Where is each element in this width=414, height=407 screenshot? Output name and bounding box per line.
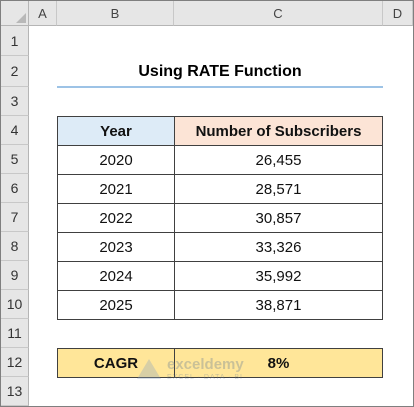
- row-header-7[interactable]: 7: [1, 203, 29, 232]
- row-header-6[interactable]: 6: [1, 174, 29, 203]
- subscribers-cell[interactable]: 38,871: [174, 290, 383, 320]
- year-cell[interactable]: 2025: [57, 290, 175, 320]
- column-header-b[interactable]: B: [57, 1, 174, 26]
- year-cell[interactable]: 2023: [57, 232, 175, 262]
- cagr-value-cell[interactable]: 8%: [174, 348, 383, 378]
- row-header-2[interactable]: 2: [1, 56, 29, 87]
- row-header-1[interactable]: 1: [1, 26, 29, 56]
- year-header-cell[interactable]: Year: [57, 116, 175, 146]
- column-header-c[interactable]: C: [174, 1, 383, 26]
- row-header-13[interactable]: 13: [1, 377, 29, 406]
- row-header-5[interactable]: 5: [1, 145, 29, 174]
- year-cell[interactable]: 2022: [57, 203, 175, 233]
- row-header-3[interactable]: 3: [1, 87, 29, 116]
- subscribers-cell[interactable]: 35,992: [174, 261, 383, 291]
- sheet-title[interactable]: Using RATE Function: [57, 57, 383, 87]
- row-header-11[interactable]: 11: [1, 319, 29, 348]
- select-all-icon: [16, 13, 26, 23]
- year-cell[interactable]: 2021: [57, 174, 175, 204]
- cagr-label-cell[interactable]: CAGR: [57, 348, 175, 378]
- row-header-9[interactable]: 9: [1, 261, 29, 290]
- subscribers-cell[interactable]: 33,326: [174, 232, 383, 262]
- subscribers-cell[interactable]: 26,455: [174, 145, 383, 175]
- subscribers-cell[interactable]: 30,857: [174, 203, 383, 233]
- subscribers-cell[interactable]: 28,571: [174, 174, 383, 204]
- year-cell[interactable]: 2024: [57, 261, 175, 291]
- row-header-8[interactable]: 8: [1, 232, 29, 261]
- row-header-4[interactable]: 4: [1, 116, 29, 145]
- row-header-10[interactable]: 10: [1, 290, 29, 319]
- column-header-a[interactable]: A: [29, 1, 57, 26]
- column-header-d[interactable]: D: [383, 1, 413, 26]
- title-underline: [57, 86, 383, 88]
- year-cell[interactable]: 2020: [57, 145, 175, 175]
- select-all-corner[interactable]: [1, 1, 29, 26]
- subscribers-header-cell[interactable]: Number of Subscribers: [174, 116, 383, 146]
- row-header-12[interactable]: 12: [1, 348, 29, 377]
